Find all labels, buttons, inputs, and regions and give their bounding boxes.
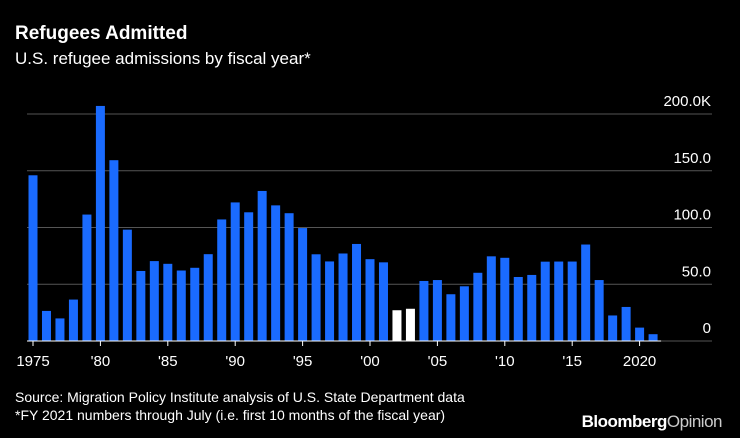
y-tick-label: 200.0K — [663, 93, 711, 110]
logo: BloombergOpinion — [582, 412, 722, 431]
bar — [500, 257, 510, 341]
bar — [311, 254, 321, 341]
x-tick-label: '80 — [91, 353, 111, 370]
chart-subtitle: U.S. refugee admissions by fiscal year* — [15, 49, 311, 68]
bar — [540, 261, 550, 341]
bar — [230, 202, 240, 341]
logo-suffix: Opinion — [667, 412, 722, 431]
y-tick-label: 50.0 — [682, 263, 711, 280]
footnote: *FY 2021 numbers through July (i.e. firs… — [15, 407, 445, 423]
bar — [352, 243, 362, 341]
bar — [68, 299, 78, 341]
bar — [122, 229, 132, 341]
bar — [55, 318, 65, 341]
x-tick-label: '05 — [428, 353, 448, 370]
bar — [554, 261, 564, 341]
bar — [608, 315, 618, 341]
bar — [621, 306, 631, 341]
bar — [149, 261, 159, 341]
bar — [581, 244, 591, 341]
bar — [217, 219, 227, 341]
bar — [365, 259, 375, 341]
x-tick-label: '95 — [293, 353, 313, 370]
bar — [41, 310, 51, 341]
bar — [648, 334, 658, 341]
y-tick-label: 100.0 — [673, 207, 711, 224]
bar — [473, 272, 483, 341]
bar — [486, 256, 496, 341]
bar — [190, 267, 200, 341]
logo-brand: Bloomberg — [582, 412, 667, 431]
x-tick-label: '00 — [360, 353, 380, 370]
bar — [109, 160, 119, 341]
bar — [513, 276, 523, 341]
bar — [95, 105, 105, 341]
bar — [284, 213, 294, 341]
x-tick-label: '85 — [158, 353, 178, 370]
bar — [203, 254, 213, 341]
bar — [635, 327, 645, 341]
chart-title: Refugees Admitted — [15, 23, 187, 44]
x-tick-label: 2020 — [623, 353, 656, 370]
bar — [176, 270, 186, 341]
source: Source: Migration Policy Institute analy… — [15, 389, 465, 405]
bar — [338, 253, 348, 341]
bar — [136, 270, 146, 341]
bar — [163, 263, 173, 341]
x-tick-label: '10 — [495, 353, 515, 370]
x-tick-label: 1975 — [16, 353, 49, 370]
bar — [28, 175, 38, 341]
bar — [432, 280, 442, 341]
y-tick-label: 150.0 — [673, 150, 711, 167]
bar — [567, 261, 577, 341]
bar — [594, 280, 604, 341]
x-tick-label: '90 — [225, 353, 245, 370]
bar — [378, 262, 388, 341]
y-tick-label: 0 — [703, 320, 711, 337]
bar — [392, 310, 402, 341]
bar — [325, 261, 335, 341]
bar — [298, 228, 308, 341]
bar — [459, 286, 469, 341]
bar — [82, 214, 92, 341]
bar — [527, 274, 537, 341]
x-tick-label: '15 — [562, 353, 582, 370]
bar — [271, 205, 281, 341]
bar — [405, 308, 415, 341]
bar — [244, 212, 254, 341]
bar — [257, 190, 267, 341]
bar — [419, 280, 429, 341]
bar — [446, 294, 456, 341]
